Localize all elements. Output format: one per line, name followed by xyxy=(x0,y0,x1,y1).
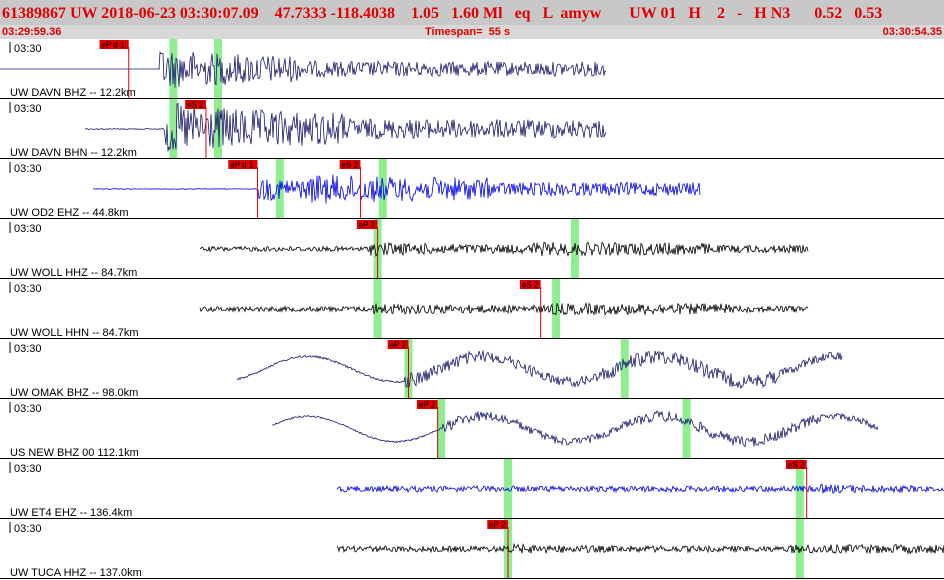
phase-pick-label: eS 2 xyxy=(788,461,805,470)
waveform-trace[interactable] xyxy=(199,301,809,316)
trace-panel[interactable]: eS 2 03:30 UW WOLL HHN -- 84.7km xyxy=(0,279,944,339)
waveform-trace[interactable] xyxy=(0,50,607,88)
analysis-window-band xyxy=(378,159,387,219)
trace-panel[interactable]: eP 2 03:30 UW OMAK BHZ -- 98.0km xyxy=(0,339,944,399)
trace-panel[interactable]: eS 2 03:30 UW DAVN BHN -- 12.2km xyxy=(0,99,944,159)
trace-panel[interactable]: eP d 1 eS 2 03:30 UW OD2 EHZ -- 44.8km xyxy=(0,159,944,219)
phase-pick-label: eS 2 xyxy=(342,161,359,170)
phase-pick-box[interactable] xyxy=(356,220,378,229)
trace-panel[interactable]: eP d 1 03:30 UW DAVN BHZ -- 12.2km xyxy=(0,39,944,99)
panel-time-label: 03:30 xyxy=(14,163,42,175)
phase-pick-label: eP 2 xyxy=(489,521,506,530)
start-time-label: 03:29:59.36 xyxy=(2,26,62,38)
panel-time-label: 03:30 xyxy=(14,103,42,115)
phase-pick-box[interactable] xyxy=(519,280,541,289)
event-header-bar: 61389867 UW 2018-06-23 03:30:07.09 47.73… xyxy=(0,0,944,25)
seismogram-traces[interactable]: eP d 1 03:30 UW DAVN BHZ -- 12.2km eS 2 03:3… xyxy=(0,39,944,580)
event-summary-line: 61389867 UW 2018-06-23 03:30:07.09 47.73… xyxy=(2,5,883,22)
waveform-trace[interactable] xyxy=(271,410,879,448)
phase-pick-box[interactable] xyxy=(387,340,409,349)
phase-pick-label: eP d 1 xyxy=(230,161,254,170)
waveform-trace[interactable] xyxy=(336,483,944,494)
station-label: UW OD2 EHZ -- 44.8km xyxy=(10,207,129,219)
phase-pick-box[interactable] xyxy=(185,100,206,109)
phase-pick-label: eS 2 xyxy=(522,281,539,290)
phase-pick-label: eS 2 xyxy=(187,101,204,110)
panel-time-label: 03:30 xyxy=(14,223,42,235)
trace-panel[interactable]: eP 2 03:30 UW WOLL HHZ -- 84.7km xyxy=(0,219,944,279)
phase-pick-box[interactable] xyxy=(228,160,258,169)
waveform-trace[interactable] xyxy=(84,102,607,152)
trace-panel[interactable]: eP 2 03:30 UW TUCA HHZ -- 137.0km xyxy=(0,519,944,579)
phase-pick-box[interactable] xyxy=(416,400,438,409)
waveform-trace[interactable] xyxy=(236,350,843,390)
analysis-window-band xyxy=(437,399,446,459)
station-label: US NEW BHZ 00 112.1km xyxy=(10,447,139,459)
phase-pick-box[interactable] xyxy=(99,40,129,49)
panel-time-label: 03:30 xyxy=(14,523,42,535)
analysis-window-band xyxy=(620,339,629,399)
time-axis-bar: 03:29:59.36 Timespan= 55 s 03:30:54.35 xyxy=(0,25,944,39)
waveform-trace[interactable] xyxy=(199,241,809,257)
station-label: UW WOLL HHN -- 84.7km xyxy=(10,327,139,339)
analysis-window-band xyxy=(169,99,178,159)
phase-pick-label: eP 2 xyxy=(390,341,407,350)
station-label: UW DAVN BHZ -- 12.2km xyxy=(10,87,136,99)
station-label: UW ET4 EHZ -- 136.4km xyxy=(10,507,132,519)
panel-time-label: 03:30 xyxy=(14,283,42,295)
panel-time-label: 03:30 xyxy=(14,343,42,355)
phase-pick-box[interactable] xyxy=(785,460,807,469)
phase-pick-label: eP 2 xyxy=(359,221,376,230)
analysis-window-band xyxy=(570,219,579,279)
phase-pick-box[interactable] xyxy=(487,520,509,529)
panel-time-label: 03:30 xyxy=(14,403,42,415)
end-time-label: 03:30:54.35 xyxy=(882,26,942,38)
panel-time-label: 03:30 xyxy=(14,463,42,475)
station-label: UW WOLL HHZ -- 84.7km xyxy=(10,267,137,279)
trace-panel[interactable]: eP 2 03:30 US NEW BHZ 00 112.1km xyxy=(0,399,944,459)
waveform-trace[interactable] xyxy=(92,174,701,204)
station-label: UW TUCA HHZ -- 137.0km xyxy=(10,567,142,579)
phase-pick-label: eP d 1 xyxy=(102,41,126,50)
analysis-window-band xyxy=(682,399,691,459)
phase-pick-label: eP 2 xyxy=(419,401,436,410)
analysis-window-band xyxy=(795,459,804,519)
waveform-trace[interactable] xyxy=(336,542,944,555)
panel-time-label: 03:30 xyxy=(14,43,42,55)
station-label: UW DAVN BHN -- 12.2km xyxy=(10,147,137,159)
timespan-label: Timespan= 55 s xyxy=(425,26,511,38)
analysis-window-band xyxy=(213,39,222,99)
analysis-window-band xyxy=(213,99,222,159)
phase-pick-box[interactable] xyxy=(339,160,361,169)
station-label: UW OMAK BHZ -- 98.0km xyxy=(10,387,138,399)
trace-panel[interactable]: eS 2 03:30 UW ET4 EHZ -- 136.4km xyxy=(0,459,944,519)
